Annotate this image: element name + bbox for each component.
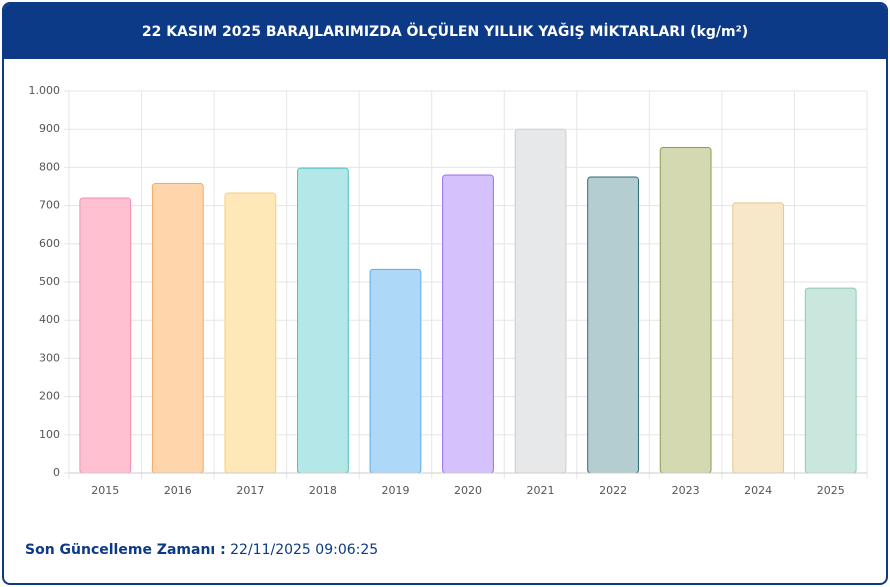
y-tick-label: 1.000 [29, 84, 61, 97]
x-tick-label: 2022 [599, 484, 627, 497]
x-tick-label: 2017 [236, 484, 264, 497]
chart: 0 100 200 300 400 500 600 700 800 900 1.000 2015 201… [29, 84, 868, 497]
x-tick-label: 2018 [309, 484, 337, 497]
chart-title: 22 KASIM 2025 BARAJLARIMIZDA ÖLÇÜLEN YIL… [4, 4, 886, 59]
y-tick-label: 700 [39, 199, 60, 212]
x-tick-label: 2019 [381, 484, 409, 497]
footer: Son Güncelleme Zamanı : 22/11/2025 09:06… [25, 542, 378, 558]
bar [151, 182, 204, 474]
footer-time: 22/11/2025 09:06:25 [230, 542, 379, 558]
footer-label: Son Güncelleme Zamanı : [25, 542, 226, 558]
y-tick-label: 600 [39, 237, 60, 250]
x-tick-label: 2025 [817, 484, 845, 497]
bar [732, 202, 785, 474]
bar [804, 287, 857, 474]
y-tick-label: 100 [39, 428, 60, 441]
x-tick-label: 2016 [164, 484, 192, 497]
bar [369, 268, 422, 474]
x-tick-label: 2024 [744, 484, 772, 497]
bar [224, 192, 277, 474]
bar [659, 147, 712, 474]
y-tick-label: 300 [39, 351, 60, 364]
y-tick-label: 200 [39, 390, 60, 403]
y-tick-label: 800 [39, 160, 60, 173]
bar [587, 176, 639, 474]
x-tick-label: 2020 [454, 484, 482, 497]
x-tick-label: 2021 [527, 484, 555, 497]
bar [442, 174, 494, 474]
bar [297, 167, 349, 474]
x-tick-label: 2023 [672, 484, 700, 497]
y-tick-label: 900 [39, 122, 60, 135]
y-tick-label: 500 [39, 275, 60, 288]
y-tick-label: 0 [53, 466, 60, 479]
x-tick-label: 2015 [91, 484, 119, 497]
y-tick-label: 400 [39, 313, 60, 326]
bar [514, 128, 567, 474]
bar [79, 197, 132, 474]
